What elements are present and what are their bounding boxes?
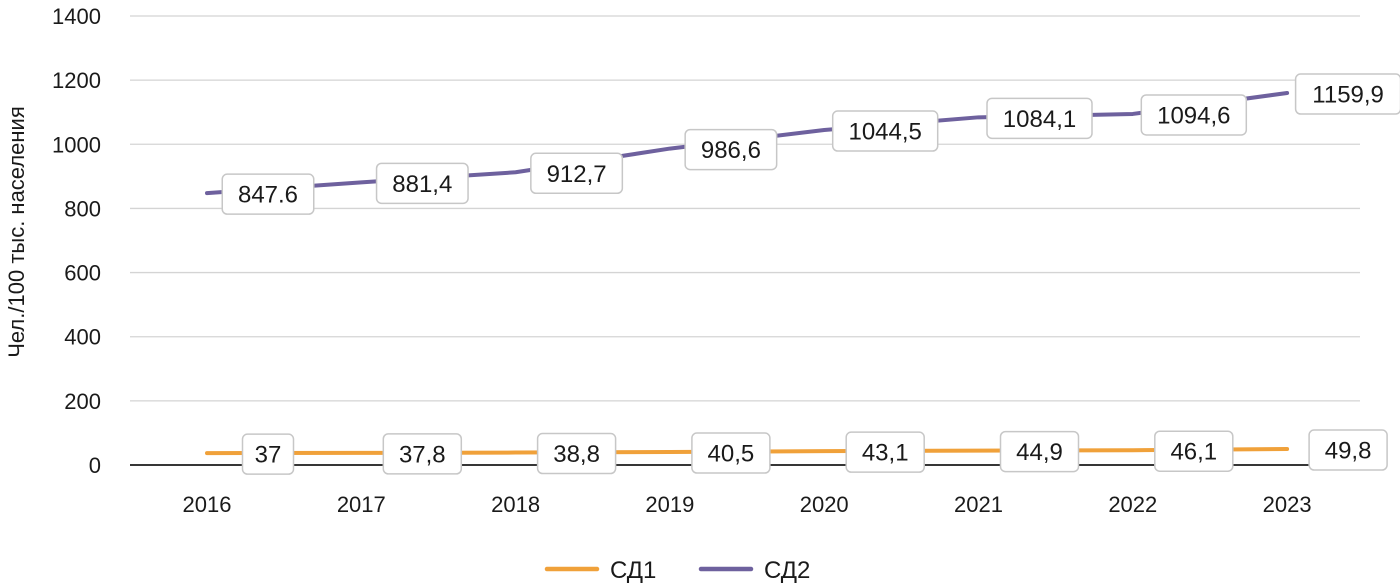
data-label: 1044,5 bbox=[848, 119, 921, 146]
y-tick-label: 1400 bbox=[52, 4, 101, 29]
data-label: 44,9 bbox=[1016, 439, 1063, 466]
data-label: 43,1 bbox=[862, 440, 909, 467]
data-label: 847.6 bbox=[238, 182, 298, 209]
data-label: 37 bbox=[255, 442, 282, 469]
data-label-box: 37 bbox=[241, 433, 295, 475]
x-tick-label: 2018 bbox=[491, 492, 540, 517]
data-labels: 37 37,8 38,8 40,5 43,1 44,9 46,1 49,8 847.6 881,4… bbox=[221, 73, 1400, 475]
x-tick-label: 2017 bbox=[337, 492, 386, 517]
x-tick-label: 2020 bbox=[800, 492, 849, 517]
data-label-box: 1084,1 bbox=[986, 97, 1093, 140]
data-label-box: 43,1 bbox=[845, 431, 925, 473]
data-label-box: 1094,6 bbox=[1140, 94, 1248, 136]
y-tick-label: 400 bbox=[64, 325, 101, 350]
data-label: 46,1 bbox=[1170, 439, 1217, 466]
y-tick-label: 800 bbox=[64, 196, 101, 221]
y-tick-label: 600 bbox=[64, 261, 101, 286]
legend-label: СД1 bbox=[610, 557, 656, 584]
y-axis-label: Чел./100 тыс. населения bbox=[4, 106, 29, 357]
data-label-box: 1044,5 bbox=[831, 110, 939, 152]
y-tick-label: 1000 bbox=[52, 132, 101, 157]
data-label: 1084,1 bbox=[1003, 106, 1076, 133]
data-label-box: 40,5 bbox=[691, 432, 771, 474]
legend-item-2: СД2 bbox=[698, 557, 810, 584]
y-axis: 0 200 400 600 800 1000 1200 1400 bbox=[52, 4, 101, 478]
legend-label: СД2 bbox=[764, 557, 810, 584]
data-label-box: 1159,9 bbox=[1294, 73, 1400, 115]
data-label-box: 44,9 bbox=[999, 430, 1080, 473]
y-tick-label: 200 bbox=[64, 389, 101, 414]
data-label: 986,6 bbox=[701, 137, 761, 164]
data-label: 912,7 bbox=[547, 161, 607, 188]
x-tick-label: 2021 bbox=[954, 492, 1003, 517]
y-tick-label: 0 bbox=[89, 453, 101, 478]
data-label: 1094,6 bbox=[1157, 102, 1230, 129]
data-label: 49,8 bbox=[1325, 438, 1372, 465]
data-label: 38,8 bbox=[553, 441, 600, 468]
data-label-box: 37,8 bbox=[382, 433, 463, 475]
data-label: 1159,9 bbox=[1312, 82, 1384, 109]
y-tick-label: 1200 bbox=[52, 68, 101, 93]
x-axis: 2016 2017 2018 2019 2020 2021 2022 2023 bbox=[130, 464, 1360, 517]
data-label-box: 847.6 bbox=[221, 173, 315, 215]
legend-item-1: СД1 bbox=[544, 557, 656, 584]
data-label-box: 38,8 bbox=[536, 432, 617, 475]
data-label: 37,8 bbox=[399, 441, 446, 468]
x-tick-label: 2022 bbox=[1108, 492, 1157, 517]
x-tick-label: 2023 bbox=[1263, 492, 1312, 517]
x-tick-label: 2019 bbox=[645, 492, 694, 517]
data-label-box: 986,6 bbox=[684, 128, 778, 171]
x-tick-label: 2016 bbox=[183, 492, 232, 517]
data-label-box: 912,7 bbox=[530, 152, 624, 195]
legend: СД1 СД2 bbox=[544, 557, 810, 584]
data-label: 40,5 bbox=[708, 441, 755, 468]
data-label-box: 49,8 bbox=[1308, 429, 1388, 471]
data-label-box: 881,4 bbox=[375, 162, 469, 205]
data-label: 881,4 bbox=[392, 171, 452, 198]
data-label-box: 46,1 bbox=[1154, 430, 1234, 472]
